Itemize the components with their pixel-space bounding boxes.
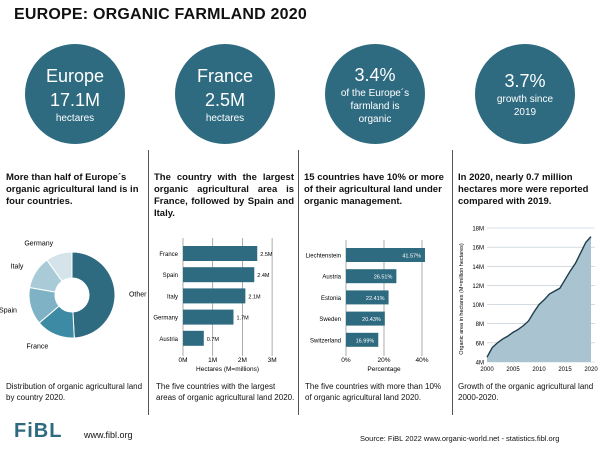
x-tick-label: 2005: [506, 367, 520, 373]
x-tick-label: 0%: [341, 357, 351, 364]
fibl-logo: FiBL: [14, 420, 63, 442]
stat-value: 17.1M: [49, 89, 101, 110]
page-title: EUROPE: ORGANIC FARMLAND 2020: [14, 6, 307, 23]
column-divider: [452, 150, 453, 415]
chart-caption: Distribution of organic agricultural lan…: [6, 382, 143, 402]
data-label: 20.43%: [362, 317, 381, 323]
x-tick-label: 0M: [178, 357, 187, 364]
data-label: 0.7M: [207, 337, 220, 343]
data-label: 16.99%: [356, 338, 375, 344]
stat-circle-growth: 3.7% growth since 2019: [475, 44, 575, 144]
bar-italy: [183, 288, 246, 304]
donut-slice-other: [71, 251, 116, 339]
x-tick-label: 2010: [532, 367, 546, 373]
donut-label: Germany: [24, 241, 53, 248]
x-tick-label: 2000: [480, 367, 494, 373]
x-axis-label: Percentage: [367, 366, 401, 373]
category-label: Spain: [163, 273, 178, 279]
x-tick-label: 3M: [268, 357, 277, 364]
stat-circle-europe: Europe 17.1M hectares: [25, 44, 125, 144]
data-label: 2.4M: [257, 273, 270, 279]
bar-france: [183, 246, 258, 261]
category-label: Liechtenstein: [306, 254, 341, 260]
stat-unit: hectares: [205, 112, 245, 124]
website-link[interactable]: www.fibl.org: [84, 430, 133, 440]
stat-desc: of the Europe´s farmland is organic: [340, 87, 410, 125]
y-tick-label: 16M: [472, 246, 484, 252]
bar-austria: [346, 269, 397, 284]
bar-austria: [183, 330, 204, 346]
chart-caption: The five countries with more than 10% of…: [305, 382, 442, 402]
x-tick-label: 40%: [415, 357, 428, 364]
category-label: Austria: [159, 337, 178, 343]
donut-slice-germany: [46, 251, 73, 282]
donut-label: Other: [129, 292, 147, 299]
source-note: Source: FiBL 2022 www.organic-world.net …: [360, 434, 560, 443]
data-label: 2.1M: [248, 294, 261, 300]
stat-value: 3.4%: [354, 64, 396, 85]
data-label: 2.5M: [260, 252, 273, 258]
bar-liechtenstein: [346, 248, 425, 262]
chart-caption: The five countries with the largest area…: [156, 382, 295, 402]
category-label: Sweden: [319, 317, 341, 323]
x-tick-label: 2M: [238, 357, 247, 364]
category-label: Austria: [322, 275, 341, 281]
stat-label: France: [196, 65, 254, 86]
lead-text: 15 countries have 10% or more of their a…: [304, 172, 444, 207]
y-tick-label: 10M: [472, 303, 484, 309]
area-line: [486, 236, 592, 358]
category-label: Switzerland: [310, 338, 341, 344]
column-divider: [148, 150, 149, 415]
x-tick-label: 2015: [558, 367, 572, 373]
y-axis-label: Organic area in hectares (M=million hect…: [459, 243, 465, 355]
y-tick-label: 6M: [476, 341, 484, 347]
bar-germany: [183, 309, 234, 325]
data-label: 26.51%: [374, 275, 393, 281]
area-fill: [487, 236, 591, 362]
data-label: 41.57%: [402, 254, 421, 260]
y-tick-label: 14M: [472, 265, 484, 271]
x-axis-label: Hectares (M=millions): [196, 366, 259, 373]
stat-desc: growth since 2019: [496, 94, 554, 118]
stat-circle-france: France 2.5M hectares: [175, 44, 275, 144]
bar-sweden: [346, 311, 385, 326]
stat-label: Europe: [45, 65, 105, 86]
lead-text: In 2020, nearly 0.7 million hectares mor…: [458, 172, 589, 207]
chart-caption: Growth of the organic agricultural land …: [458, 382, 594, 402]
y-tick-label: 12M: [472, 284, 484, 290]
stat-circle-share: 3.4% of the Europe´s farmland is organic: [325, 44, 425, 144]
stat-unit: hectares: [55, 112, 95, 124]
x-tick-label: 1M: [208, 357, 217, 364]
y-tick-label: 8M: [476, 322, 484, 328]
data-label: 1.7M: [236, 316, 249, 322]
column-divider: [298, 150, 299, 415]
y-tick-label: 18M: [472, 227, 484, 233]
bar-switzerland: [346, 332, 379, 347]
donut-label: France: [26, 344, 48, 351]
y-tick-label: 4M: [476, 361, 484, 367]
lead-text: The country with the largest organic agr…: [154, 172, 294, 219]
category-label: Germany: [153, 316, 178, 322]
bar-spain: [183, 267, 255, 283]
x-tick-label: 20%: [377, 357, 390, 364]
stat-value: 3.7%: [504, 71, 546, 91]
category-label: France: [159, 252, 178, 258]
bar-estonia: [346, 290, 389, 305]
category-label: Estonia: [321, 296, 342, 302]
category-label: Italy: [167, 294, 178, 300]
data-label: 22.41%: [366, 296, 385, 302]
donut-label: Spain: [0, 307, 17, 314]
donut-label: Italy: [11, 264, 24, 271]
lead-text: More than half of Europe´s organic agric…: [6, 172, 139, 207]
stat-value: 2.5M: [204, 89, 246, 110]
x-tick-label: 2020: [584, 367, 598, 373]
